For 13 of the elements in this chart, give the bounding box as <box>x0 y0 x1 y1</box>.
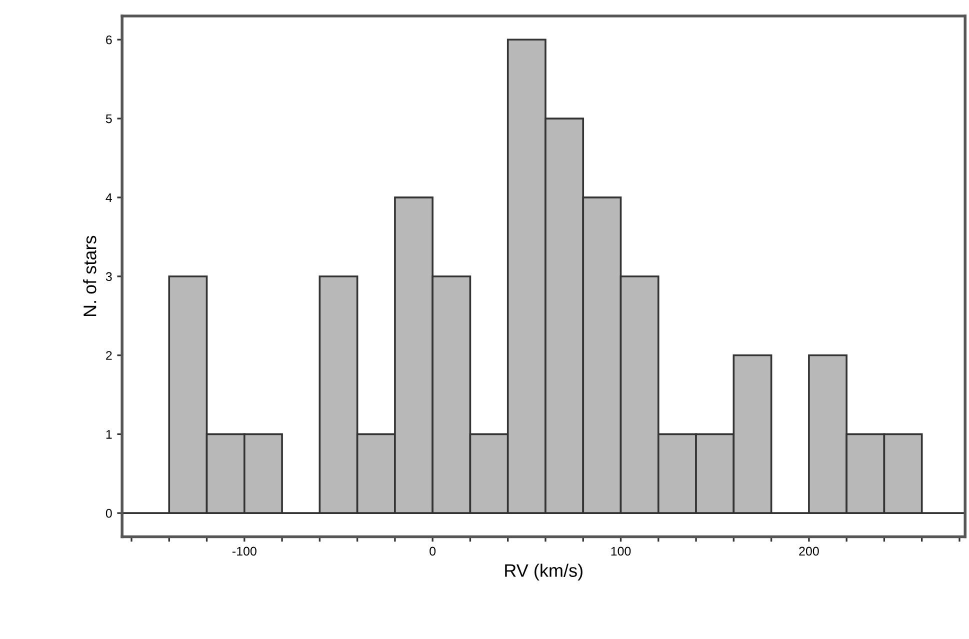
x-tick-label: 0 <box>430 546 436 556</box>
y-axis-title: N. of stars <box>83 236 96 316</box>
y-tick-label: 6 <box>106 35 112 44</box>
y-tick-label: 2 <box>106 351 112 360</box>
y-tick-label: 4 <box>106 193 112 202</box>
x-tick-label: -100 <box>232 546 256 556</box>
y-tick-label: 1 <box>106 430 112 439</box>
y-tick-label: 0 <box>106 508 112 518</box>
x-tick-label: 100 <box>611 546 631 556</box>
x-tick-label: 200 <box>799 546 819 556</box>
y-tick-label: 5 <box>106 114 112 124</box>
x-axis-title: RV (km/s) <box>505 564 582 581</box>
y-tick-label: 3 <box>106 272 112 282</box>
